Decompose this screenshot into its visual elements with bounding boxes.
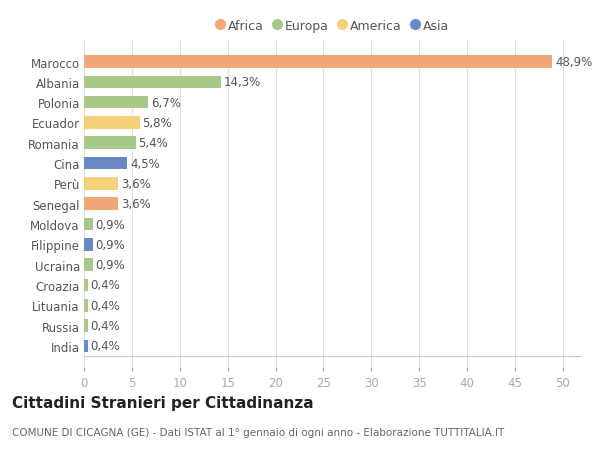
- Bar: [84, 299, 88, 312]
- Text: 3,6%: 3,6%: [121, 178, 151, 190]
- Bar: [84, 239, 92, 251]
- Bar: [84, 259, 92, 271]
- Bar: [84, 279, 88, 291]
- Text: 0,4%: 0,4%: [91, 340, 121, 353]
- Text: 4,5%: 4,5%: [130, 157, 160, 170]
- Text: 48,9%: 48,9%: [555, 56, 592, 69]
- Bar: [84, 117, 140, 129]
- Text: 0,9%: 0,9%: [95, 238, 125, 251]
- Bar: [84, 218, 92, 231]
- Bar: [84, 340, 88, 353]
- Text: 3,6%: 3,6%: [121, 198, 151, 211]
- Text: 0,4%: 0,4%: [91, 299, 121, 312]
- Text: 0,9%: 0,9%: [95, 218, 125, 231]
- Text: 0,9%: 0,9%: [95, 258, 125, 272]
- Bar: [84, 97, 148, 109]
- Bar: [84, 76, 221, 89]
- Text: 0,4%: 0,4%: [91, 279, 121, 292]
- Bar: [84, 56, 553, 69]
- Bar: [84, 198, 118, 211]
- Text: 5,8%: 5,8%: [142, 117, 172, 130]
- Text: 6,7%: 6,7%: [151, 96, 181, 109]
- Text: 0,4%: 0,4%: [91, 319, 121, 332]
- Legend: Africa, Europa, America, Asia: Africa, Europa, America, Asia: [212, 15, 454, 38]
- Text: 14,3%: 14,3%: [224, 76, 261, 89]
- Bar: [84, 319, 88, 332]
- Text: COMUNE DI CICAGNA (GE) - Dati ISTAT al 1° gennaio di ogni anno - Elaborazione TU: COMUNE DI CICAGNA (GE) - Dati ISTAT al 1…: [12, 427, 504, 437]
- Text: Cittadini Stranieri per Cittadinanza: Cittadini Stranieri per Cittadinanza: [12, 395, 314, 410]
- Bar: [84, 157, 127, 170]
- Text: 5,4%: 5,4%: [139, 137, 169, 150]
- Bar: [84, 137, 136, 150]
- Bar: [84, 178, 118, 190]
